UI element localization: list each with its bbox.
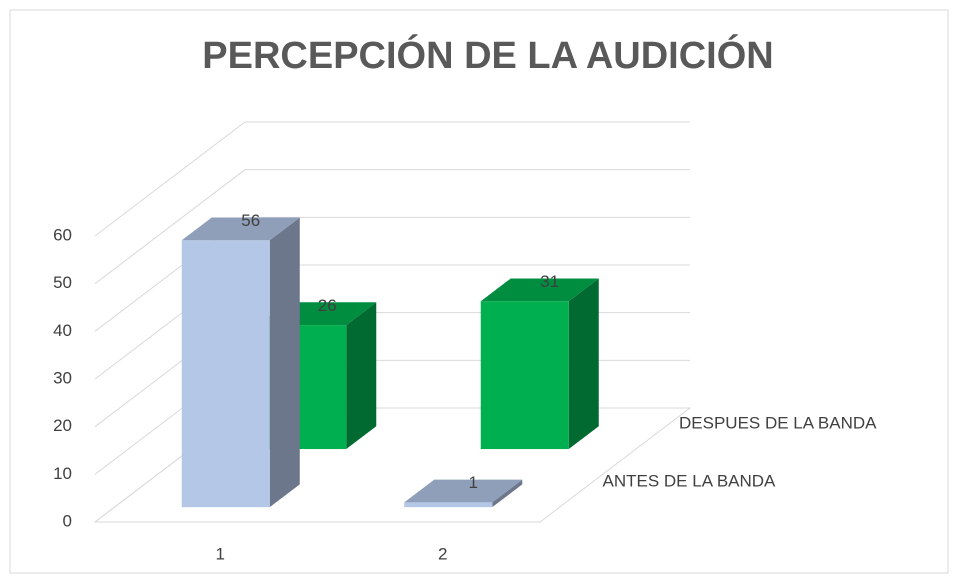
bar-side (269, 217, 300, 508)
y-tick-label: 0 (63, 511, 72, 530)
y-tick-label: 40 (53, 321, 72, 340)
x-tick-label: 2 (438, 544, 447, 563)
bar (181, 240, 270, 508)
y-tick-label: 10 (53, 464, 72, 483)
series-label: DESPUES DE LA BANDA (679, 413, 877, 432)
bar-side (346, 302, 377, 450)
grid-line (94, 121, 690, 237)
data-label: 31 (540, 272, 559, 291)
bar-side (568, 278, 599, 450)
data-label: 56 (241, 211, 260, 230)
y-tick-label: 60 (53, 225, 72, 244)
grid-line (94, 216, 690, 332)
y-tick-label: 30 (53, 368, 72, 387)
series-label: ANTES DE LA BANDA (603, 472, 777, 491)
y-tick-label: 50 (53, 273, 72, 292)
bar-side (492, 479, 523, 508)
data-label: 26 (318, 296, 337, 315)
chart-border (9, 9, 949, 574)
grid-line (94, 169, 690, 285)
bar-top (404, 479, 523, 503)
chart-title: PERCEPCIÓN DE LA AUDICIÓN (202, 33, 773, 77)
bar-top (480, 278, 599, 302)
y-tick-label: 20 (53, 416, 72, 435)
bar-top (181, 217, 300, 241)
bar (404, 502, 493, 508)
bar (480, 301, 569, 450)
data-label: 1 (469, 473, 478, 492)
x-tick-label: 1 (216, 544, 225, 563)
